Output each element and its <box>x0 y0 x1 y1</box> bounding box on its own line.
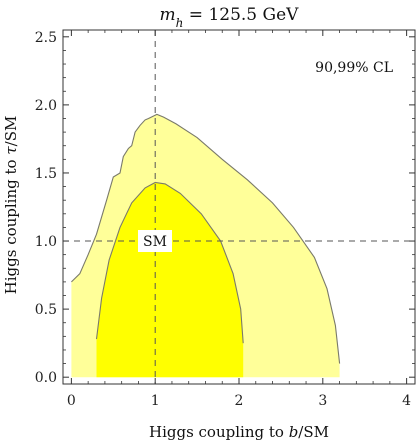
x-tick-label: 1 <box>151 393 160 409</box>
y-axis-label: Higgs coupling to τ/SM <box>2 116 20 295</box>
x-tick-label: 3 <box>318 393 327 409</box>
y-axis-label-italic: τ <box>2 146 20 155</box>
y-tick-label: 1.0 <box>35 234 57 250</box>
x-axis-label: Higgs coupling to b/SM <box>149 423 329 441</box>
title-sub: h <box>176 16 184 30</box>
x-tick-label: 2 <box>235 393 244 409</box>
region-fill-90 <box>96 182 244 378</box>
x-tick-label: 0 <box>67 393 76 409</box>
y-tick-label: 2.5 <box>35 30 57 46</box>
y-tick-label: 0.5 <box>35 302 57 318</box>
x-tick-label: 4 <box>402 393 411 409</box>
y-axis-label-post: /SM <box>2 116 20 147</box>
sm-label: SM <box>138 230 172 252</box>
y-tick-label: 0.0 <box>35 370 57 386</box>
sm-label-text: SM <box>143 234 167 250</box>
x-axis-label-post: /SM <box>298 423 329 441</box>
plot-area: 0 1 2 3 4 0.0 0.5 1.0 1.5 2.0 2.5 <box>35 29 416 409</box>
y-tick-label: 2.0 <box>35 98 57 114</box>
x-axis-label-italic: b <box>289 423 299 441</box>
y-axis-label-pre: Higgs coupling to <box>2 155 20 295</box>
region-contour-90 <box>95 181 244 344</box>
title-rest: = 125.5 GeV <box>183 5 299 25</box>
chart-title: mh = 125.5 GeV <box>160 5 300 30</box>
region-contour-99 <box>71 113 341 364</box>
y-tick-label: 1.5 <box>35 166 57 182</box>
title-var: m <box>160 5 176 25</box>
annotation-cl: 90,99% CL <box>315 60 393 76</box>
x-axis-label-pre: Higgs coupling to <box>149 423 289 441</box>
